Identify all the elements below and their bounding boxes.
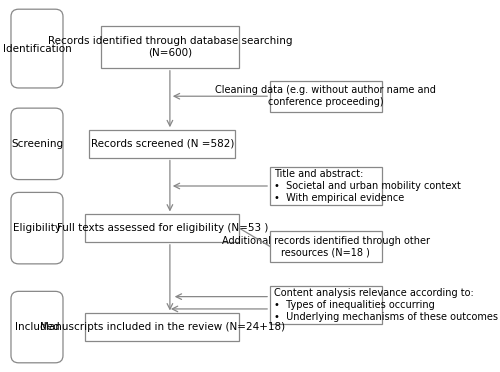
Text: Full texts assessed for eligibility (N=53 ): Full texts assessed for eligibility (N=5… bbox=[56, 223, 268, 233]
Text: Records identified through database searching
(N=600): Records identified through database sear… bbox=[48, 36, 292, 58]
Text: Manuscripts included in the review (N=24+18): Manuscripts included in the review (N=24… bbox=[40, 322, 285, 332]
Text: Included: Included bbox=[14, 322, 60, 332]
Text: Title and abstract:
•  Societal and urban mobility context
•  With empirical evi: Title and abstract: • Societal and urban… bbox=[274, 169, 461, 203]
Text: Cleaning data (e.g. without author name and
conference proceeding): Cleaning data (e.g. without author name … bbox=[216, 86, 436, 107]
Text: Records screened (N =582): Records screened (N =582) bbox=[90, 139, 234, 149]
Text: Additional records identified through other
resources (N=18 ): Additional records identified through ot… bbox=[222, 236, 430, 257]
FancyBboxPatch shape bbox=[85, 214, 239, 242]
Text: Identification: Identification bbox=[2, 44, 71, 54]
FancyBboxPatch shape bbox=[89, 130, 236, 158]
FancyBboxPatch shape bbox=[270, 231, 382, 262]
FancyBboxPatch shape bbox=[270, 81, 382, 112]
FancyBboxPatch shape bbox=[11, 9, 63, 88]
FancyBboxPatch shape bbox=[270, 286, 382, 324]
Text: Screening: Screening bbox=[11, 139, 63, 149]
FancyBboxPatch shape bbox=[11, 108, 63, 180]
FancyBboxPatch shape bbox=[11, 192, 63, 264]
FancyBboxPatch shape bbox=[11, 291, 63, 363]
Text: Eligibility: Eligibility bbox=[13, 223, 61, 233]
FancyBboxPatch shape bbox=[85, 313, 239, 341]
FancyBboxPatch shape bbox=[100, 26, 239, 68]
Text: Content analysis relevance according to:
•  Types of inequalities occurring
•  U: Content analysis relevance according to:… bbox=[274, 289, 498, 322]
FancyBboxPatch shape bbox=[270, 167, 382, 205]
